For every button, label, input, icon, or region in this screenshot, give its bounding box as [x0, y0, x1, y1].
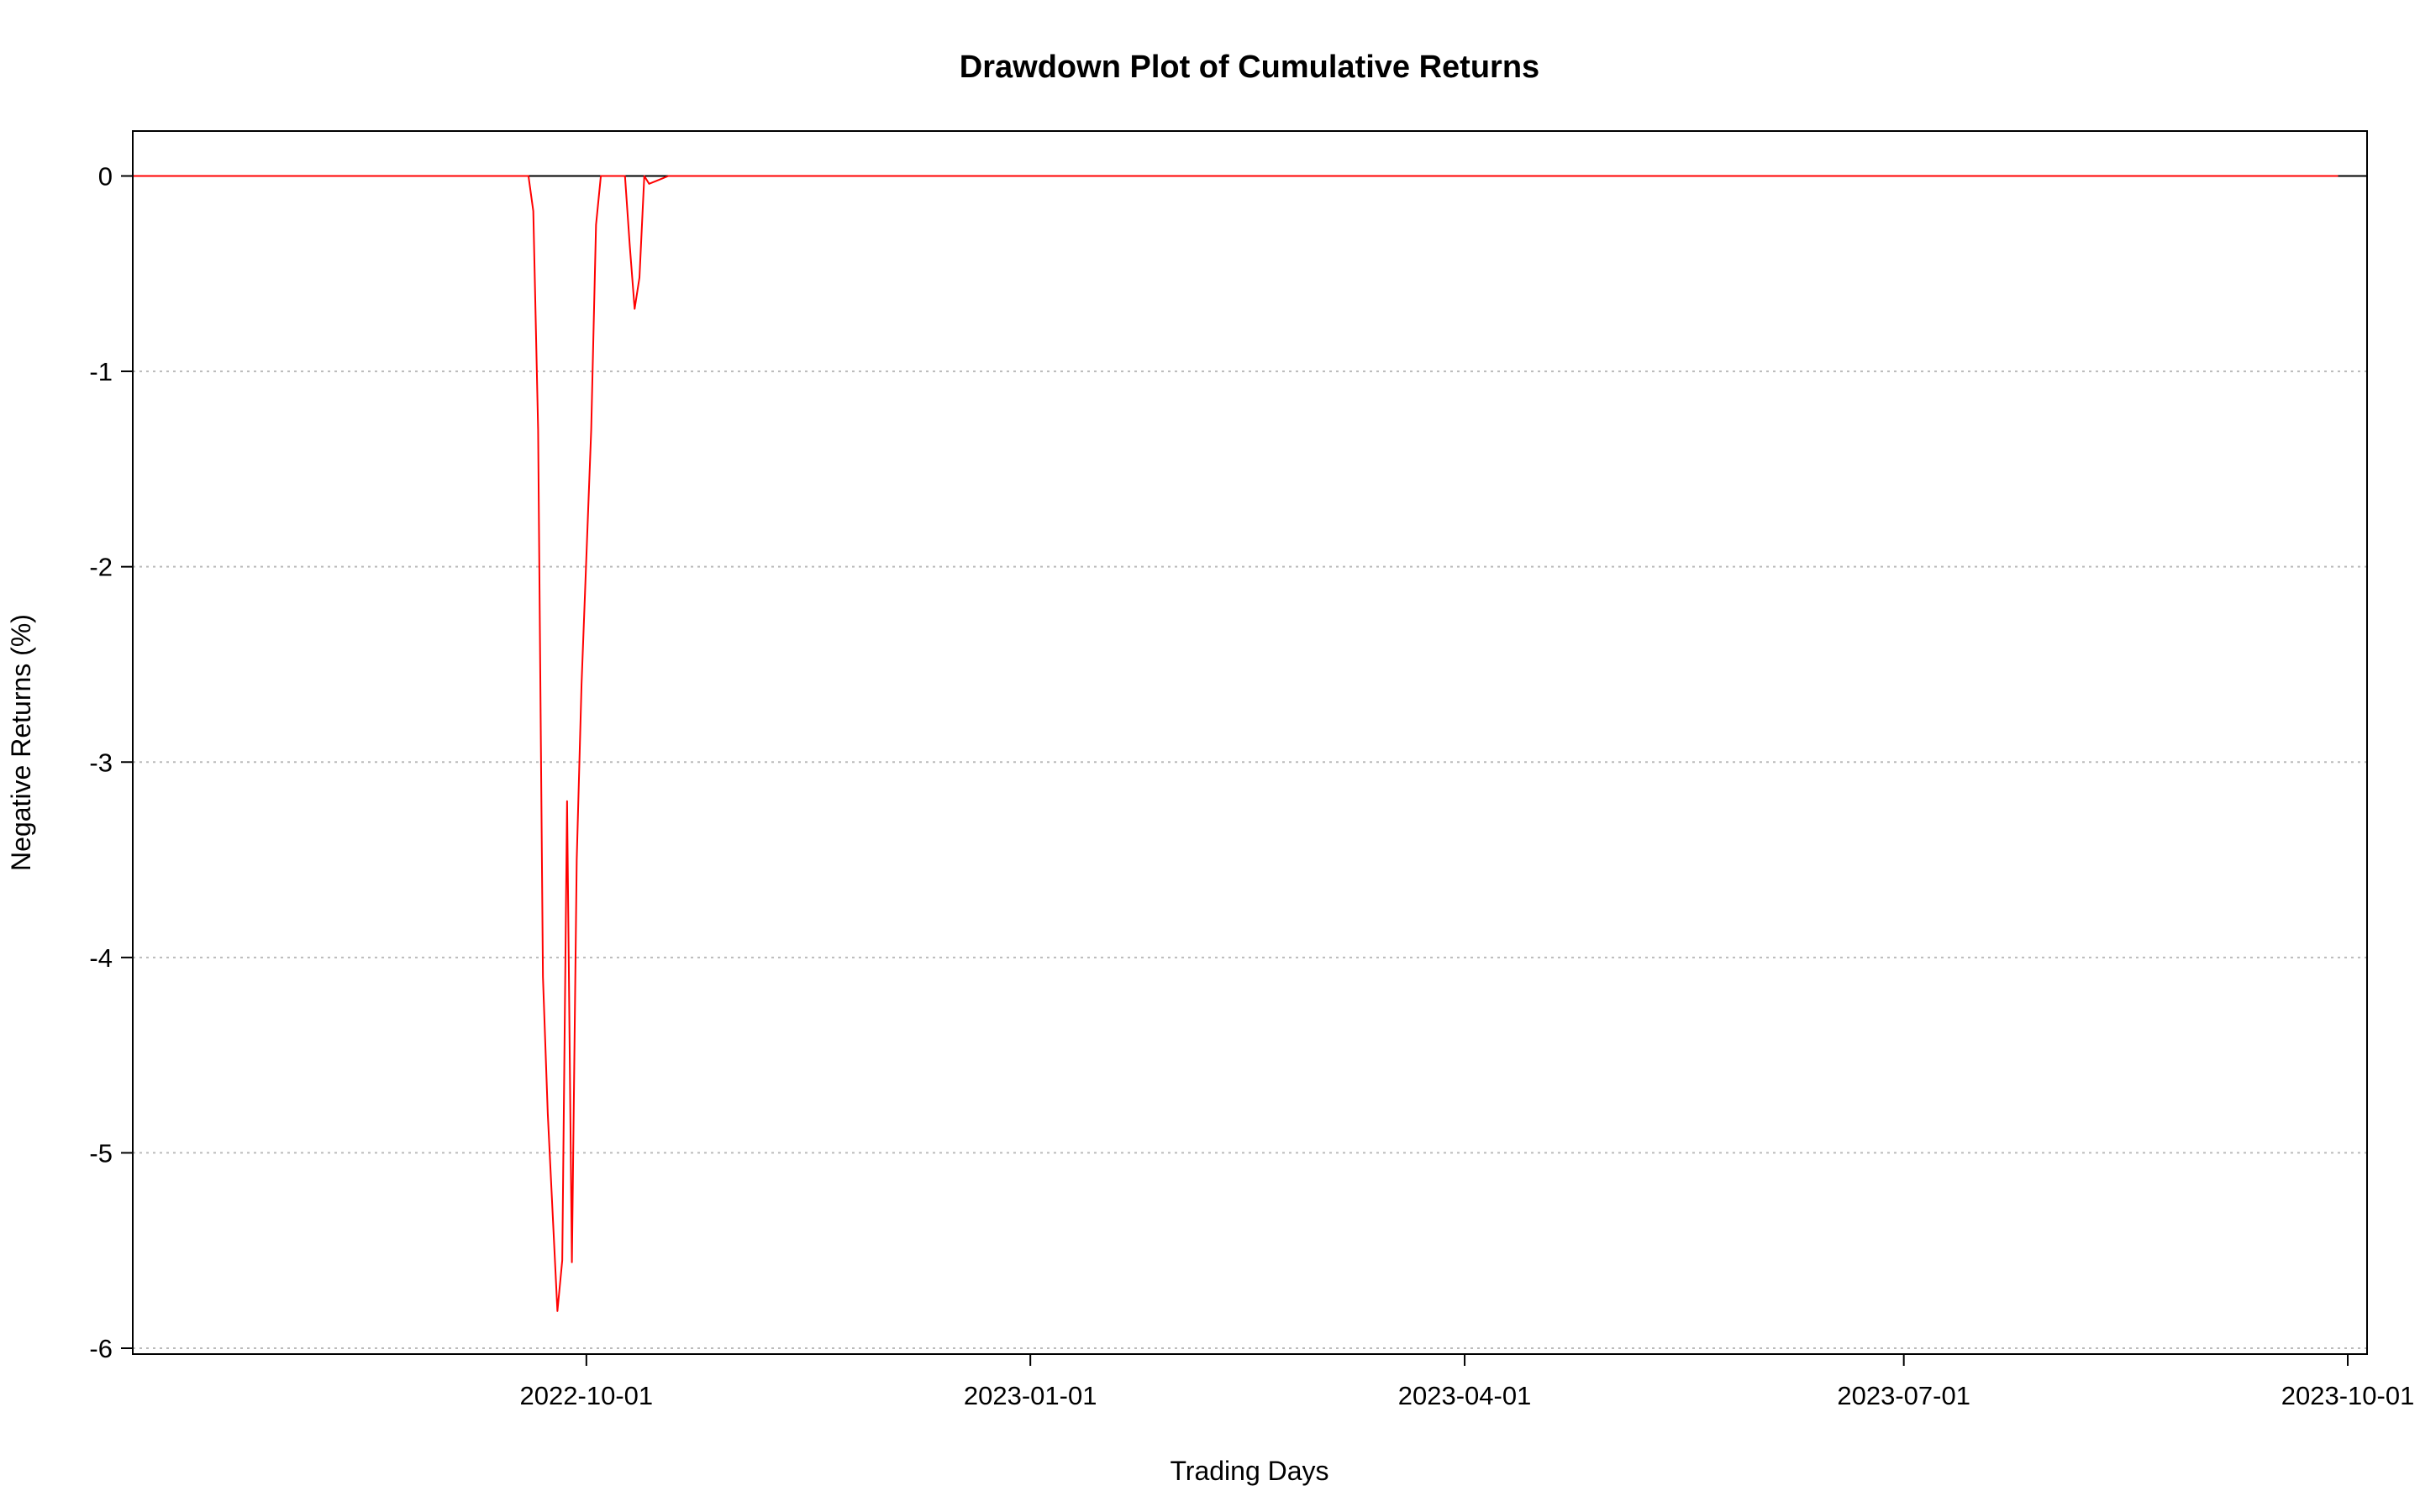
y-tick-label-1: -1	[89, 357, 113, 386]
y-axis: 0 -1 -2 -3 -4 -5 -6	[89, 161, 133, 1363]
y-tick-label-0: 0	[98, 161, 113, 191]
x-tick-label-0: 2022-10-01	[520, 1381, 654, 1410]
y-tick-label-2: -2	[89, 553, 113, 582]
grid-lines	[133, 175, 2367, 1350]
y-tick-label-6: -6	[89, 1334, 113, 1363]
x-tick-label-1: 2023-01-01	[964, 1381, 1097, 1410]
x-tick-label-3: 2023-07-01	[1837, 1381, 1970, 1410]
series-layer	[133, 175, 2338, 1312]
y-tick-label-4: -4	[89, 943, 113, 973]
series-line-0	[133, 175, 2338, 1312]
y-tick-label-5: -5	[89, 1138, 113, 1168]
x-axis: 2022-10-01 2023-01-01 2023-04-01 2023-07-01…	[520, 1353, 2415, 1410]
x-tick-label-4: 2023-10-01	[2281, 1381, 2415, 1410]
chart-title: Drawdown Plot of Cumulative Returns	[960, 50, 1539, 85]
x-axis-label: Trading Days	[1170, 1456, 1328, 1486]
x-tick-label-2: 2023-04-01	[1398, 1381, 1532, 1410]
y-axis-label: Negative Returns (%)	[6, 614, 36, 871]
plot-frame	[132, 130, 2368, 1355]
y-tick-label-3: -3	[89, 748, 113, 777]
